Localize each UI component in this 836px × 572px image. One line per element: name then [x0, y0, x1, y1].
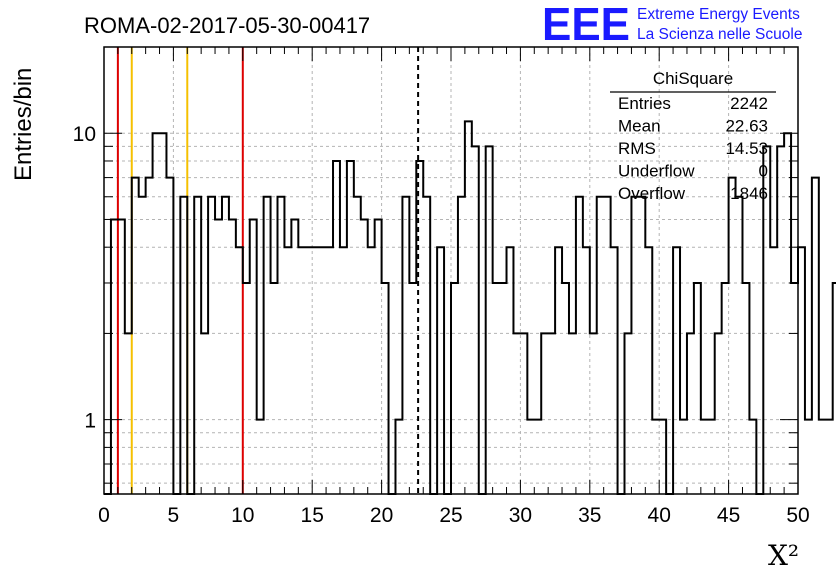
x-tick-label: 40	[648, 504, 671, 527]
x-tick-label: 25	[439, 504, 462, 527]
stats-value-overflow: 1846	[730, 184, 768, 203]
x-tick-label: 10	[231, 504, 254, 527]
stats-value-rms: 14.53	[725, 139, 768, 158]
eee-logo: EEE	[542, 0, 630, 50]
grid-lines	[104, 47, 798, 494]
stats-value-entries: 2242	[730, 94, 768, 113]
y-axis-label: Entries/bin	[10, 68, 37, 181]
x-tick-label: 0	[98, 504, 110, 527]
stats-value-underflow: 0	[759, 162, 768, 181]
y-tick-label: 1	[84, 410, 96, 433]
x-tick-label: 30	[509, 504, 532, 527]
reference-lines	[116, 47, 420, 494]
stats-label-mean: Mean	[618, 117, 661, 136]
stats-label-entries: Entries	[618, 94, 671, 113]
x-axis-label: X²	[768, 539, 799, 572]
stats-value-mean: 22.63	[725, 117, 768, 136]
histogram-series	[104, 120, 836, 495]
logo-line-2: La Scienza nelle Scuole	[637, 26, 802, 43]
stats-title: ChiSquare	[653, 69, 733, 88]
x-tick-label: 15	[301, 504, 324, 527]
x-tick-label: 35	[578, 504, 601, 527]
stats-label-rms: RMS	[618, 139, 656, 158]
stats-box: ChiSquare Entries 2242 Mean 22.63 RMS 14.53 Un…	[610, 69, 776, 203]
stats-label-underflow: Underflow	[618, 162, 695, 181]
logo-line-1: Extreme Energy Events	[637, 6, 800, 23]
run-title: ROMA-02-2017-05-30-00417	[84, 13, 370, 38]
y-tick-label: 10	[73, 123, 96, 146]
x-tick-label: 20	[370, 504, 393, 527]
stats-label-overflow: Overflow	[618, 184, 686, 203]
histogram-line	[104, 120, 836, 495]
axis-ticks: 0 5 10 15 20 25 30 35 40 45 50 1 10	[73, 47, 810, 527]
x-tick-label: 45	[717, 504, 740, 527]
x-tick-label: 50	[786, 504, 809, 527]
x-tick-label: 5	[168, 504, 180, 527]
